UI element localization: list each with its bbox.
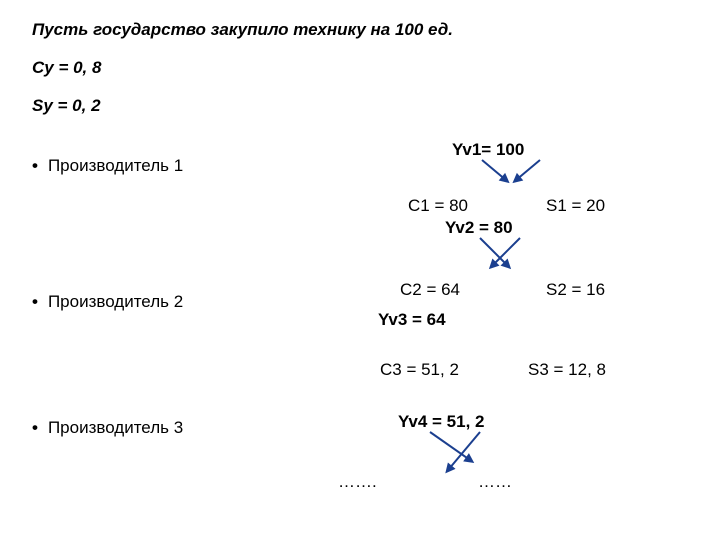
producer-3-label: •Производитель 3 xyxy=(32,418,183,438)
producer-1-text: Производитель 1 xyxy=(48,156,183,175)
eq-yv1: Yv1= 100 xyxy=(452,140,524,160)
dots-right: …… xyxy=(478,472,512,492)
eq-yv3: Yv3 = 64 xyxy=(378,310,446,330)
producer-2-label: •Производитель 2 xyxy=(32,292,183,312)
producer-1-label: •Производитель 1 xyxy=(32,156,183,176)
producer-2-text: Производитель 2 xyxy=(48,292,183,311)
eq-c1: C1 = 80 xyxy=(408,196,468,216)
param-cy: Cy = 0, 8 xyxy=(32,58,101,78)
producer-3-text: Производитель 3 xyxy=(48,418,183,437)
eq-s1: S1 = 20 xyxy=(546,196,605,216)
eq-s3: S3 = 12, 8 xyxy=(528,360,606,380)
param-sy: Sy = 0, 2 xyxy=(32,96,101,116)
slide-title: Пусть государство закупило технику на 10… xyxy=(32,20,453,40)
eq-yv4: Yv4 = 51, 2 xyxy=(398,412,485,432)
eq-c3: C3 = 51, 2 xyxy=(380,360,459,380)
dots-left: ……. xyxy=(338,472,377,492)
eq-yv2: Yv2 = 80 xyxy=(445,218,513,238)
eq-c2: C2 = 64 xyxy=(400,280,460,300)
eq-s2: S2 = 16 xyxy=(546,280,605,300)
